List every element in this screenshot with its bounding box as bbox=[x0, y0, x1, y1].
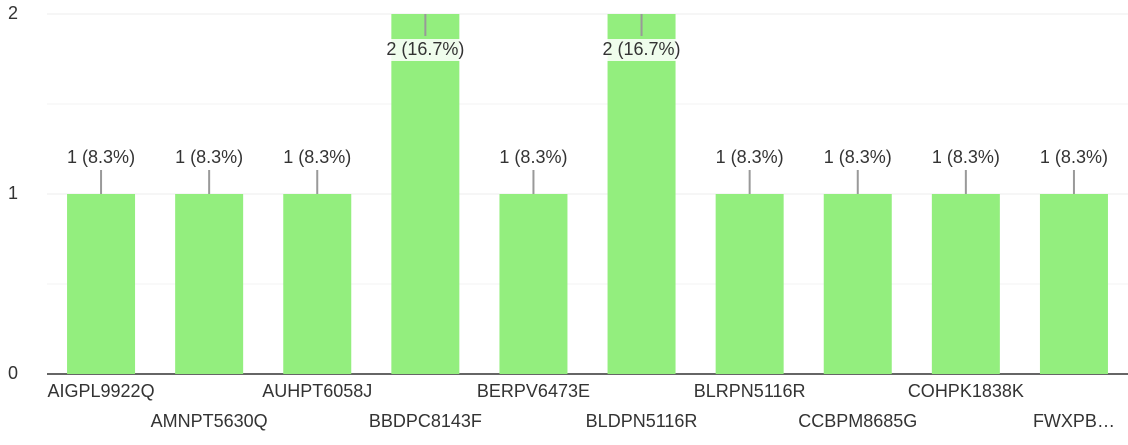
x-tick-label: CCBPM8685G bbox=[798, 411, 917, 431]
value-label: 1 (8.3%) bbox=[1040, 147, 1108, 167]
bar bbox=[931, 194, 1000, 374]
value-label: 1 (8.3%) bbox=[175, 147, 243, 167]
x-tick-label: AMNPT5630Q bbox=[151, 411, 268, 431]
value-label: 2 (16.7%) bbox=[386, 39, 464, 59]
y-tick-label: 2 bbox=[8, 3, 18, 23]
bar bbox=[67, 194, 136, 374]
bar bbox=[499, 194, 568, 374]
bar bbox=[607, 14, 676, 374]
bar bbox=[715, 194, 784, 374]
bar bbox=[823, 194, 892, 374]
x-tick-label: BLDPN5116R bbox=[586, 411, 698, 431]
bar bbox=[283, 194, 352, 374]
value-label: 2 (16.7%) bbox=[603, 39, 681, 59]
value-label: 1 (8.3%) bbox=[716, 147, 784, 167]
value-label: 1 (8.3%) bbox=[932, 147, 1000, 167]
bar bbox=[391, 14, 460, 374]
y-tick-label: 0 bbox=[8, 363, 18, 383]
value-label: 1 (8.3%) bbox=[499, 147, 567, 167]
x-tick-label: BERPV6473E bbox=[477, 381, 590, 401]
value-label: 1 (8.3%) bbox=[824, 147, 892, 167]
x-tick-label: BBDPC8143F bbox=[369, 411, 482, 431]
bar bbox=[1039, 194, 1108, 374]
label-bg bbox=[595, 39, 688, 61]
x-tick-label: FWXPB… bbox=[1033, 411, 1115, 431]
value-label: 1 (8.3%) bbox=[67, 147, 135, 167]
x-tick-label: BLRPN5116R bbox=[694, 381, 806, 401]
x-tick-label: AIGPL9922Q bbox=[48, 381, 155, 401]
x-tick-label: COHPK1838K bbox=[908, 381, 1024, 401]
label-bg bbox=[379, 39, 472, 61]
value-label: 1 (8.3%) bbox=[283, 147, 351, 167]
y-tick-label: 1 bbox=[8, 183, 18, 203]
bar bbox=[175, 194, 244, 374]
x-tick-label: AUHPT6058J bbox=[262, 381, 372, 401]
